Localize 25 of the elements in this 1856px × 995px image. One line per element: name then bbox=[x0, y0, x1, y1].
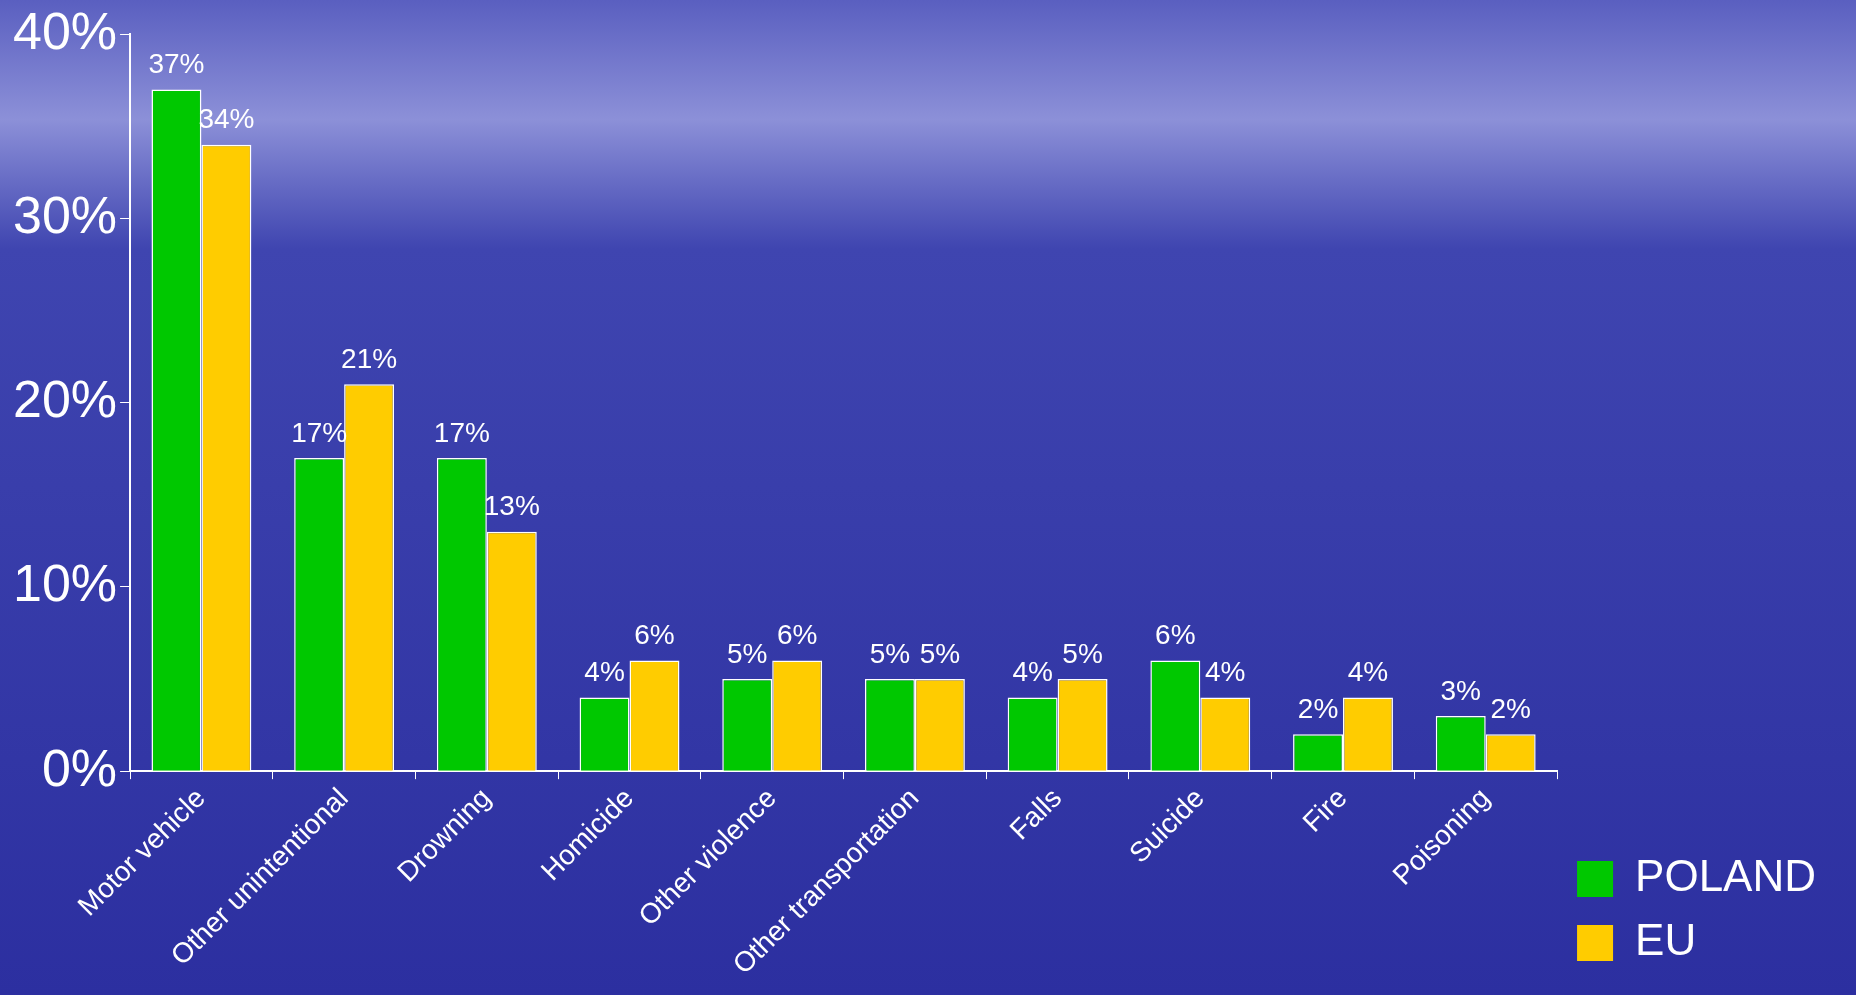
data-label: 37% bbox=[148, 48, 205, 80]
data-label: 4% bbox=[1347, 656, 1389, 688]
data-label: 4% bbox=[584, 656, 625, 688]
data-label: 21% bbox=[341, 342, 398, 374]
data-label: 3% bbox=[1440, 674, 1481, 706]
data-label: 5% bbox=[869, 637, 911, 669]
y-tick-label: 40% bbox=[13, 1, 118, 60]
data-label: 6% bbox=[776, 619, 818, 651]
data-label: 5% bbox=[1062, 637, 1103, 669]
legend-label: EU bbox=[1635, 915, 1697, 965]
data-label: 6% bbox=[1155, 619, 1196, 651]
y-tick-label: 20% bbox=[13, 370, 118, 429]
y-tick-label: 10% bbox=[13, 554, 118, 613]
data-label: 2% bbox=[1490, 693, 1531, 725]
data-label: 5% bbox=[919, 637, 961, 669]
x-tick-label: Fire bbox=[1296, 781, 1353, 838]
legend-label: POLAND bbox=[1635, 851, 1817, 901]
y-tick-label: 0% bbox=[41, 738, 118, 797]
data-label: 6% bbox=[634, 619, 675, 651]
data-label: 2% bbox=[1297, 693, 1339, 725]
y-tick-label: 30% bbox=[13, 185, 118, 244]
data-label: 4% bbox=[1012, 656, 1053, 688]
data-label: 5% bbox=[727, 637, 768, 669]
data-label: 4% bbox=[1205, 656, 1246, 688]
data-label: 17% bbox=[433, 416, 490, 448]
